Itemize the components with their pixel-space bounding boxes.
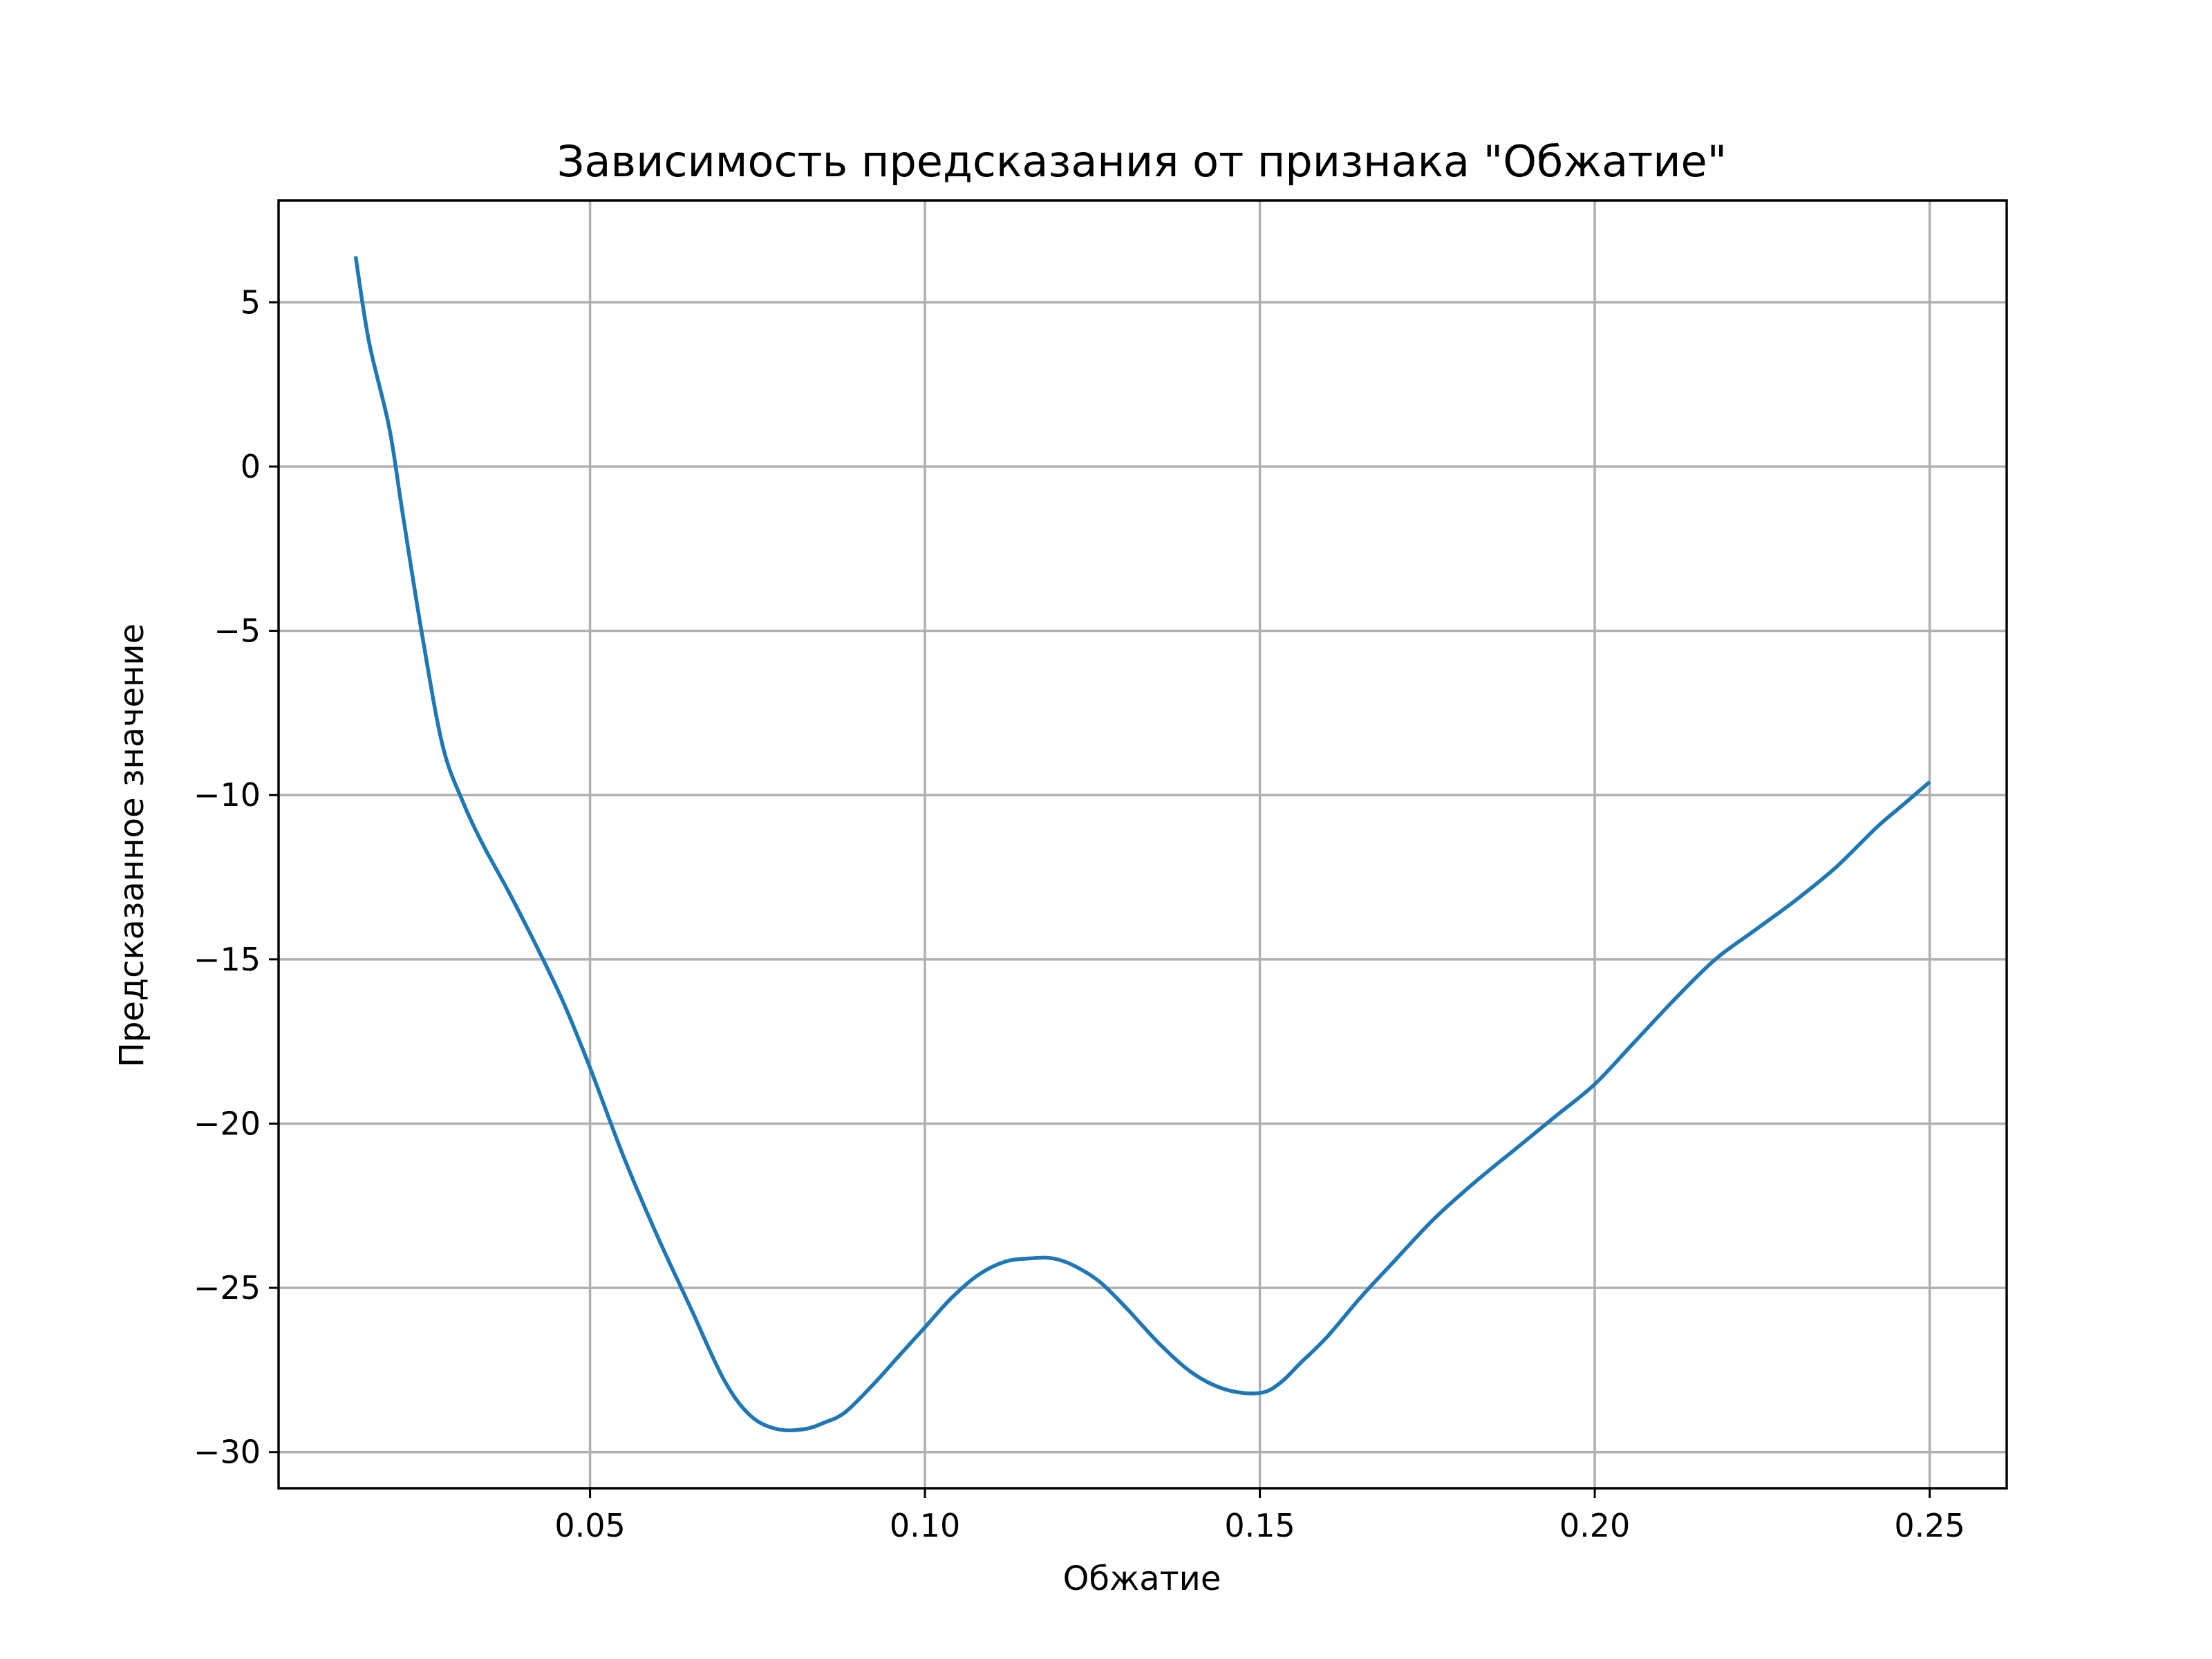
y-axis-label: Предсказанное значение [113,624,151,1067]
x-tick-label: 0.20 [1559,1507,1630,1544]
plot-area-frame [277,199,2008,1490]
y-tick-label: −25 [194,1269,261,1306]
x-tick-label: 0.15 [1224,1507,1295,1544]
x-tick-label: 0.10 [890,1507,960,1544]
y-axis-ticks: 5 0 −5 −10 −15 −20 −25 −30 [194,283,279,1471]
x-tick-label: 0.25 [1894,1507,1965,1544]
y-tick-label: −20 [194,1105,261,1142]
y-tick-label: 5 [241,283,261,321]
vertical-gridlines [588,200,1931,1488]
x-axis-ticks: 0.05 0.10 0.15 0.20 0.25 [554,1488,1965,1544]
y-tick-label: 0 [241,448,261,485]
chart-title: Зависимость предсказания от признака "Об… [557,136,1727,187]
x-axis-label: Обжатие [1063,1559,1221,1598]
y-tick-label: −10 [194,776,261,814]
horizontal-gridlines [279,301,2007,1454]
y-tick-label: −5 [214,612,261,650]
y-tick-label: −30 [194,1434,261,1471]
x-tick-label: 0.05 [554,1507,625,1544]
series-line-prediction [353,256,1931,1433]
y-tick-label: −15 [194,941,261,978]
